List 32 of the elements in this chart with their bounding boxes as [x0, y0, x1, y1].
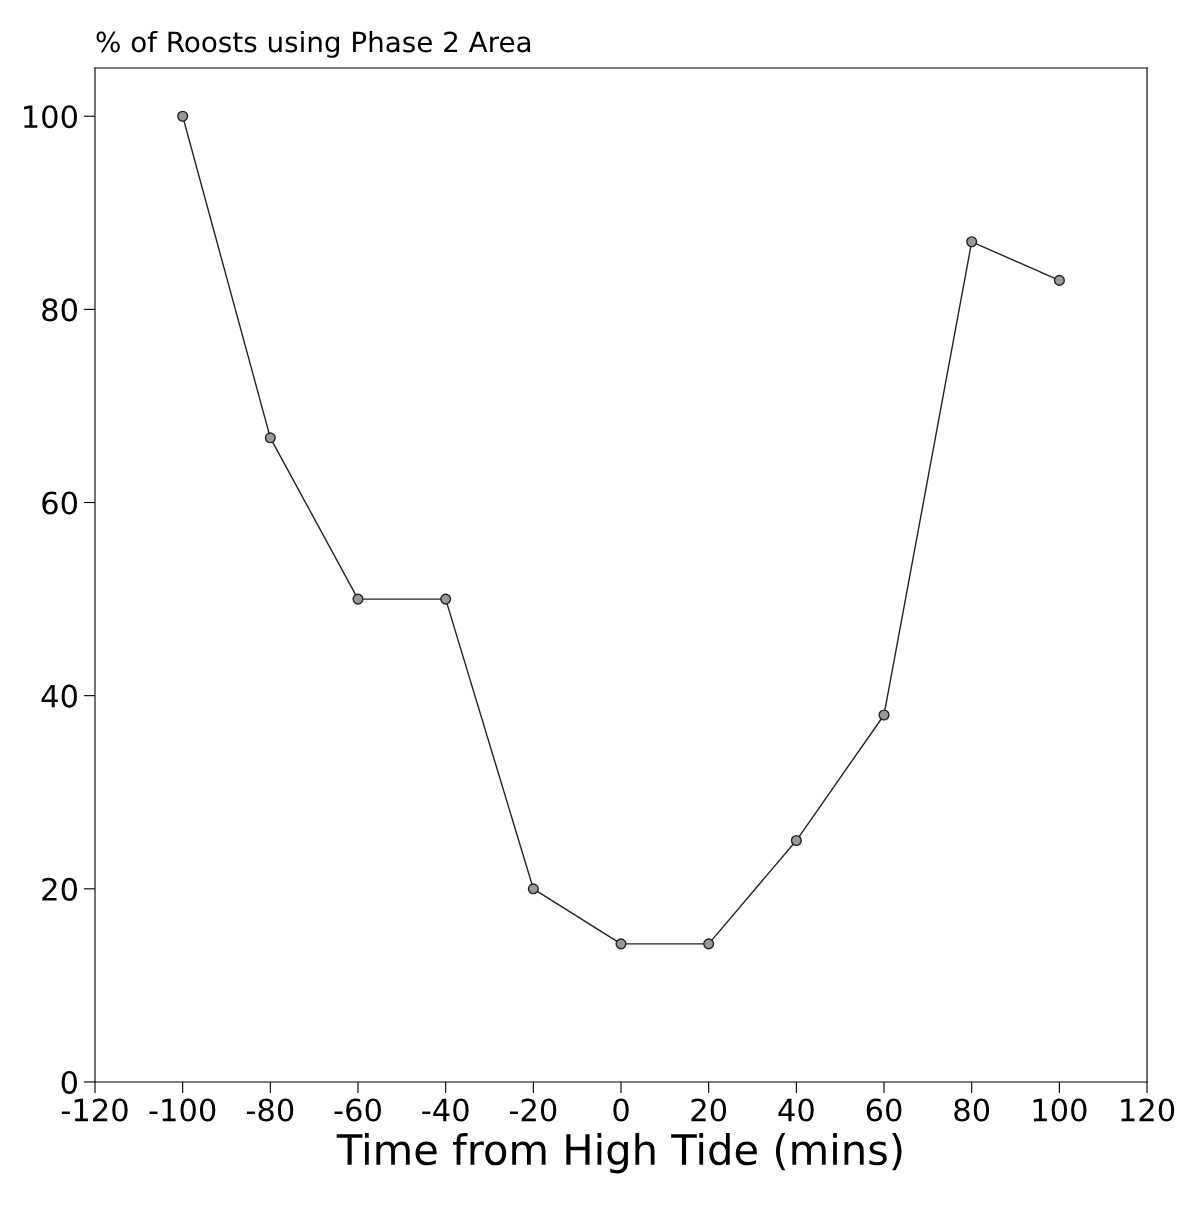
y-tick-label: 60: [42, 491, 77, 515]
x-tick-label: 120: [1121, 1098, 1175, 1122]
x-tick-label: 60: [866, 1098, 902, 1122]
point: [703, 938, 715, 950]
y-tick-label: 40: [41, 684, 77, 708]
y-tick-label: 0: [61, 1070, 77, 1094]
y-axis-title: % of Roosts using Phase 2 Area: [96, 30, 531, 58]
x-tick-label: -60: [334, 1098, 381, 1122]
x-tick-label: -100: [149, 1098, 216, 1122]
point: [966, 236, 978, 248]
x-tick-label: -40: [422, 1098, 469, 1122]
point: [527, 883, 539, 895]
point: [878, 709, 890, 721]
x-tick-label: 100: [1033, 1098, 1087, 1122]
point: [177, 110, 189, 122]
point: [440, 593, 452, 605]
point: [352, 593, 364, 605]
y-tick-label: 20: [42, 877, 77, 901]
x-tick-label: -80: [246, 1098, 294, 1122]
point: [1053, 274, 1065, 286]
x-tick-label: 0: [613, 1098, 629, 1122]
x-tick-label: -120: [61, 1098, 128, 1122]
y-tick-label: 100: [24, 105, 77, 129]
y-tick-label: 80: [42, 298, 77, 322]
x-tick-label: 40: [778, 1098, 814, 1122]
x-tick-label: -20: [509, 1098, 557, 1122]
x-tick-label: 20: [691, 1098, 727, 1122]
x-axis-title: Time from High Tide (mins): [336, 1133, 902, 1174]
point: [264, 432, 276, 444]
point: [790, 834, 802, 847]
x-tick-label: 80: [954, 1098, 990, 1122]
point: [615, 938, 627, 950]
